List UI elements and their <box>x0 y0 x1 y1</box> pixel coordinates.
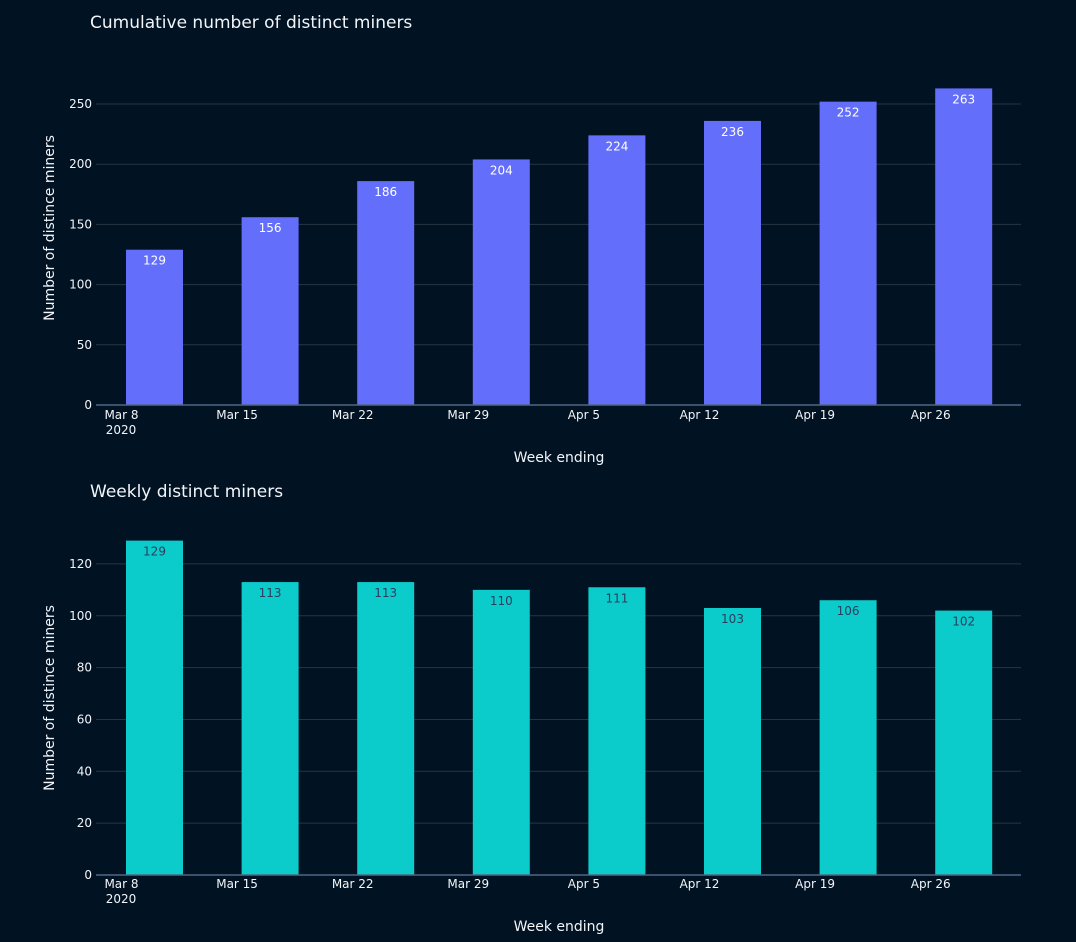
chart2-x-tick-label: Apr 19 <box>795 877 835 891</box>
chart2-y-axis-title: Number of distince miners <box>42 605 58 791</box>
chart2-bar <box>126 540 183 875</box>
chart1-plot: 0 50 100 150 200 250 129 Mar 8 156 Mar 15 186 Mar 2… <box>69 88 1021 422</box>
chart2-data-label: 103 <box>721 612 744 626</box>
chart2-x-year-label: 2020 <box>106 892 137 906</box>
chart2-y-tick-label: 0 <box>84 868 92 882</box>
chart1-bar <box>935 88 993 406</box>
chart2-data-label: 111 <box>605 591 628 605</box>
chart2-x-axis-title: Week ending <box>514 919 605 935</box>
chart1-y-tick-label: 0 <box>84 398 92 412</box>
chart1-y-tick-label: 50 <box>77 338 92 352</box>
chart2-bar <box>357 582 415 875</box>
chart1-data-label: 236 <box>721 125 744 139</box>
chart1-x-axis-title: Week ending <box>514 450 605 466</box>
chart1-data-label: 129 <box>143 254 166 268</box>
chart2-x-tick-label: Apr 12 <box>680 877 720 891</box>
chart2-y-tick-label: 20 <box>77 816 92 830</box>
chart2-x-tick-label: Apr 5 <box>568 877 600 891</box>
chart1-data-label: 156 <box>259 221 282 235</box>
chart1-data-label: 186 <box>374 185 397 199</box>
chart2-bar <box>819 600 877 875</box>
chart2-y-tick-label: 80 <box>77 661 92 675</box>
chart2-data-label: 129 <box>143 545 166 559</box>
chart1-x-tick-label: Mar 15 <box>216 408 258 422</box>
chart1-y-tick-label: 150 <box>69 217 92 231</box>
chart1-title: Cumulative number of distinct miners <box>90 13 412 33</box>
chart2-bar <box>241 582 299 875</box>
chart1-x-tick-label: Apr 26 <box>911 408 951 422</box>
chart2-y-tick-label: 120 <box>69 557 92 571</box>
chart2-y-tick-label: 60 <box>77 712 92 726</box>
chart2-plot: 0 20 40 60 80 100 120 129 Mar 8 113 Mar 15 113 Mar 2… <box>69 540 1021 891</box>
chart2-x-tick-label: Apr 26 <box>911 877 951 891</box>
chart1-bar <box>704 120 761 406</box>
chart2-y-tick-label: 100 <box>69 609 92 623</box>
chart2-data-label: 106 <box>837 604 860 618</box>
chart1-data-label: 204 <box>490 163 513 177</box>
chart1-y-axis-title: Number of distince miners <box>42 135 58 321</box>
chart2-y-tick-label: 40 <box>77 764 92 778</box>
chart2-bar <box>472 589 530 875</box>
chart1-data-label: 252 <box>837 106 860 120</box>
chart1-bar <box>241 217 299 405</box>
chart1-x-tick-label: Mar 8 <box>104 408 138 422</box>
chart2-x-tick-label: Mar 8 <box>104 877 138 891</box>
chart2-x-tick-label: Mar 29 <box>447 877 489 891</box>
chart2-title: Weekly distinct miners <box>90 482 283 502</box>
chart2-data-label: 113 <box>374 586 397 600</box>
chart1-x-tick-label: Mar 22 <box>332 408 374 422</box>
chart2-data-label: 110 <box>490 594 513 608</box>
chart1-bar <box>126 249 183 405</box>
chart1-bar <box>588 135 646 405</box>
chart2-bar <box>588 587 646 875</box>
chart1-y-tick-label: 100 <box>69 278 92 292</box>
chart1-bar <box>357 181 415 405</box>
chart2-x-tick-label: Mar 22 <box>332 877 374 891</box>
chart1-data-label: 224 <box>605 139 628 153</box>
chart1-bar <box>472 159 530 405</box>
chart2-data-label: 102 <box>952 615 975 629</box>
chart2-data-label: 113 <box>259 586 282 600</box>
chart1-x-tick-label: Apr 12 <box>680 408 720 422</box>
chart2-bar <box>704 607 761 875</box>
chart1-x-tick-label: Apr 5 <box>568 408 600 422</box>
chart2-x-tick-label: Mar 15 <box>216 877 258 891</box>
chart1-data-label: 263 <box>952 92 975 106</box>
chart2-bar <box>935 610 993 875</box>
chart1-x-tick-label: Apr 19 <box>795 408 835 422</box>
chart1-x-year-label: 2020 <box>106 423 137 437</box>
chart1-bar <box>819 101 877 406</box>
chart1-y-tick-label: 250 <box>69 97 92 111</box>
chart1-x-tick-label: Mar 29 <box>447 408 489 422</box>
chart1-y-tick-label: 200 <box>69 157 92 171</box>
